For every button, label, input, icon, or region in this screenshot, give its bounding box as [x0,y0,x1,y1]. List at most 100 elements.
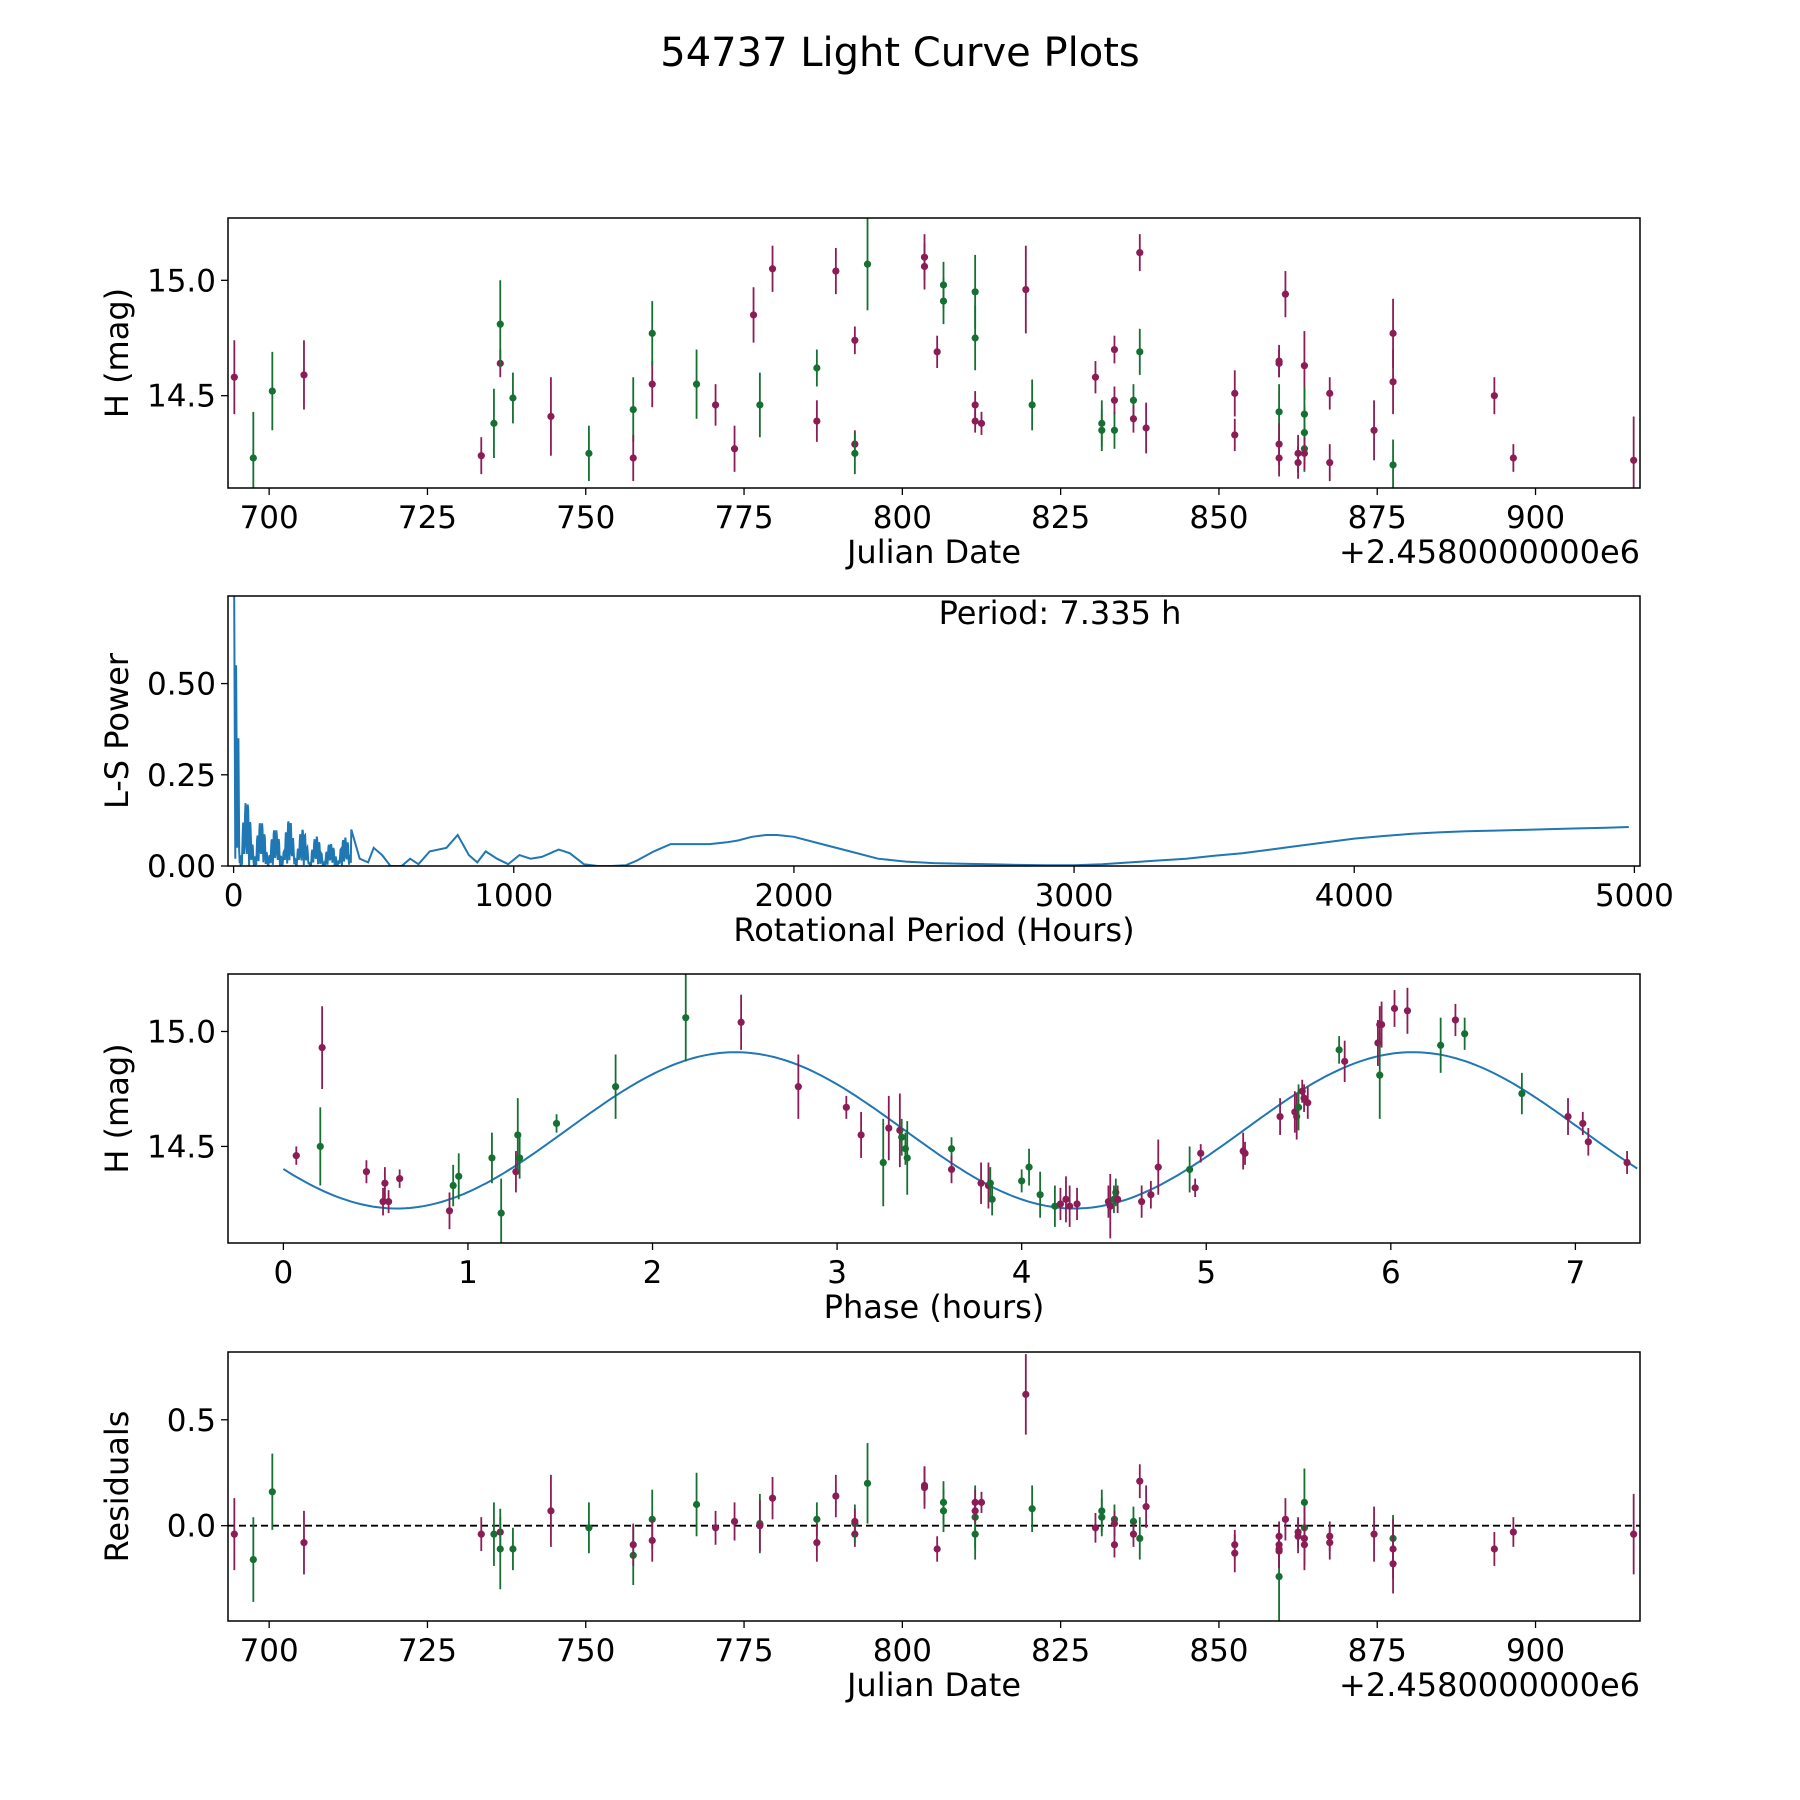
data-point [1051,1202,1059,1210]
data-point [1062,1195,1070,1203]
period-annotation: Period: 7.335 h [939,594,1182,632]
data-point [977,1498,986,1506]
data-point [1275,454,1283,462]
data-point [879,1158,887,1167]
data-point [585,1524,593,1532]
x-tick-label: 825 [1031,500,1090,536]
data-point [1490,1545,1498,1553]
data-point [756,401,764,409]
data-point [1142,424,1150,432]
data-point [1056,1200,1065,1208]
data-point [730,445,739,453]
data-point [898,1133,906,1141]
data-point [1403,1007,1412,1015]
data-point [1110,345,1119,354]
y-tick-label: 14.5 [147,1129,216,1165]
data-point [813,1539,821,1547]
data-point [1281,1515,1290,1523]
data-point [971,401,979,409]
x-tick-label: 0 [274,1255,294,1291]
data-point [509,394,517,402]
data-point [1129,415,1138,423]
x-tick-label: 725 [398,1633,457,1669]
data-point [268,387,276,395]
data-point [488,1154,496,1162]
x-tick-label: 7 [1566,1255,1586,1291]
data-point [362,1168,371,1176]
data-point [730,1517,739,1526]
x-tick-label: 750 [556,500,615,536]
x-tick-label: 875 [1348,500,1407,536]
x-tick-label: 700 [240,1633,299,1669]
data-point [1326,459,1334,467]
data-point [711,1524,720,1532]
x-offset-text: +2.4580000000e6 [1339,533,1640,571]
data-point [496,1545,504,1553]
axes-frame [227,217,1641,489]
data-point [1098,426,1106,434]
data-point [842,1103,850,1111]
data-point [1300,449,1309,457]
y-tick-label: 15.0 [147,263,216,299]
data-point [903,1154,911,1162]
data-point [813,364,821,372]
data-point [1066,1202,1074,1210]
data-point [711,401,720,409]
x-tick-label: 5 [1196,1255,1216,1291]
data-point [1389,378,1397,386]
x-tick-label: 725 [398,500,457,536]
data-point [947,1165,956,1174]
data-point [1341,1057,1349,1065]
data-point [1110,426,1119,434]
data-point [249,1555,257,1564]
raw-light-curve-panel: 700 725 750 775 800 825 850 875 900 14.5 15.0 Julia… [98,217,1641,571]
plot-data-layer [233,596,1629,866]
x-tick-label: 4000 [1315,878,1394,914]
plot-data-layer [230,218,1638,488]
y-tick-label: 14.5 [147,379,216,415]
y-axis-label: L-S Power [98,652,136,809]
data-point [1106,1202,1114,1210]
phased-light-curve-panel: 0 1 2 3 4 5 6 7 14.5 15.0 Phase (hours) H (mag) [98,973,1641,1326]
x-axis-label: Rotational Period (Hours) [733,911,1134,949]
data-point [1138,1198,1146,1206]
data-point [971,1530,979,1538]
data-point [1389,1560,1397,1568]
y-axis-label: H (mag) [98,288,136,418]
data-point [292,1152,300,1160]
data-point [794,1083,802,1091]
data-point [857,1131,865,1139]
data-point [1275,1572,1283,1581]
data-point [516,1154,524,1162]
data-point [1028,1505,1036,1513]
data-point [1300,362,1309,370]
data-point [1509,1528,1517,1536]
data-point [971,334,979,342]
data-point [1231,1541,1239,1549]
data-point [1154,1163,1162,1171]
x-tick-label: 0 [224,878,244,914]
data-point [1584,1138,1592,1146]
data-point [1231,431,1239,439]
x-tick-label: 5000 [1595,878,1674,914]
data-point [939,281,948,289]
plot-data-layer [228,1354,1640,1621]
data-point [300,1539,308,1547]
data-point [585,449,593,457]
x-tick-label: 700 [240,500,299,536]
data-point [1437,1041,1445,1049]
data-point [1114,1195,1122,1203]
x-tick-label: 775 [714,500,773,536]
data-point [1129,1530,1138,1538]
data-point [1564,1112,1572,1121]
data-point [547,1507,555,1515]
data-point [1275,359,1283,367]
data-point [300,371,308,379]
data-point [1304,1099,1312,1107]
x-tick-label: 850 [1189,1633,1248,1669]
data-point [1110,1519,1119,1528]
data-point [1136,348,1144,356]
residuals-panel: 700 725 750 775 800 825 850 875 900 0.0 0.5 Julian … [98,1351,1641,1704]
data-point [1275,1547,1283,1555]
x-tick-label: 850 [1189,500,1248,536]
